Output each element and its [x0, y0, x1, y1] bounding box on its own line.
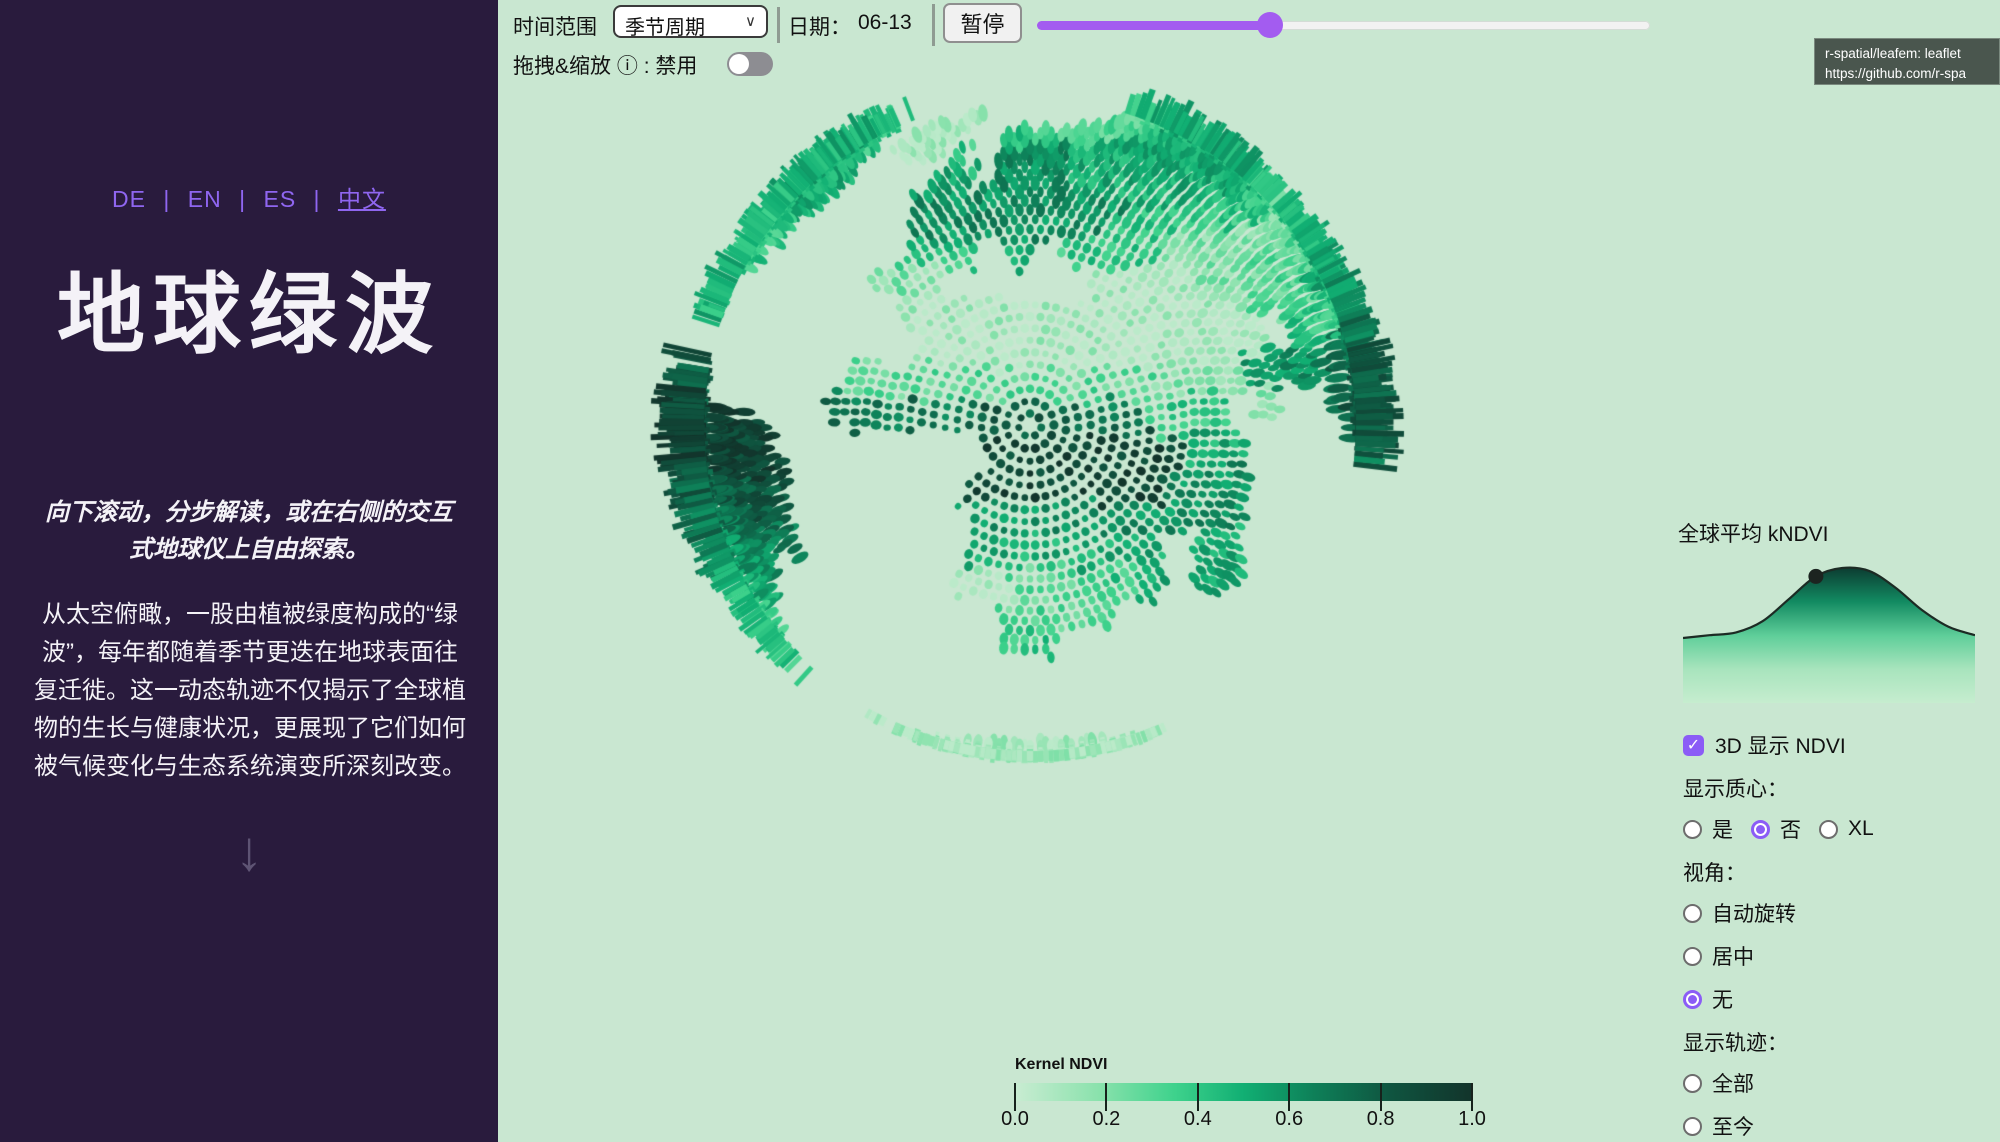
legend-tick-label: 0.4	[1183, 1108, 1212, 1130]
slider-fill	[1037, 21, 1270, 30]
top-control-bar: 时间范围 季节周期 ∨ 日期： 06-13 暂停 拖拽&缩放 ⓘ : 禁用	[498, 0, 2000, 82]
ndvi-legend: Kernel NDVI 0.0 0.2 0.4 0.6 0.8 1.0	[1001, 1056, 1486, 1134]
radio-centroid-1[interactable]	[1751, 819, 1770, 839]
kndvi-seasonal-chart	[1683, 566, 1975, 703]
3d-ndvi-checkbox[interactable]: ✓	[1683, 734, 1704, 756]
radio-option-centroid-0[interactable]: 是	[1683, 814, 1733, 844]
radio-view-0[interactable]	[1683, 903, 1702, 923]
legend-tick-label: 0.8	[1366, 1108, 1395, 1130]
legend-tick-label: 0.6	[1275, 1108, 1304, 1130]
group-label-centroid: 显示质心：	[1683, 778, 1788, 801]
3d-ndvi-checkbox-label: 3D 显示 NDVI	[1715, 735, 1846, 758]
3d-ndvi-checkbox-row: ✓ 3D 显示 NDVI	[1683, 730, 1983, 760]
current-date-marker	[1808, 568, 1824, 584]
tooltip-line1: r-spatial/leafem: leaflet	[1825, 46, 1961, 61]
tooltip-line2: https://github.com/r-spa	[1825, 66, 1967, 82]
legend-tick-label: 1.0	[1458, 1108, 1486, 1130]
chevron-down-icon: ∨	[745, 13, 756, 30]
pause-button[interactable]: 暂停	[943, 3, 1022, 43]
scroll-down-arrow-icon: ↓	[235, 819, 263, 882]
tagline: 向下滚动，分步解读，或在右侧的交互 式地球仪上自由探索。	[45, 499, 453, 563]
radio-view-1[interactable]	[1683, 946, 1702, 966]
language-link-中文[interactable]: 中文	[337, 186, 386, 212]
group-label-view: 视角：	[1683, 862, 1746, 885]
radio-centroid-0[interactable]	[1683, 819, 1702, 839]
legend-tick	[1379, 1083, 1382, 1111]
radio-label-view-0: 自动旋转	[1712, 903, 1796, 926]
legend-tick	[1105, 1083, 1108, 1111]
drag-zoom-toggle[interactable]	[727, 52, 773, 76]
radio-label-view-2: 无	[1712, 989, 1733, 1012]
language-separator: |	[231, 186, 254, 212]
slider-track[interactable]	[1037, 21, 1650, 30]
radio-track-1[interactable]	[1683, 1116, 1702, 1136]
radio-centroid-2[interactable]	[1819, 819, 1838, 839]
language-link-ES[interactable]: ES	[263, 186, 297, 212]
legend-tick-labels: 0.0 0.2 0.4 0.6 0.8 1.0	[1001, 1108, 1486, 1134]
attribution-tooltip: r-spatial/leafem: leaflet https://github…	[1814, 38, 2000, 85]
sidebar: DE | EN | ES | 中文 地球绿波 向下滚动，分步解读，或在右侧的交互…	[0, 0, 498, 1142]
radio-label-track-0: 全部	[1712, 1073, 1754, 1096]
time-range-selected-value: 季节周期	[625, 17, 705, 39]
radio-label-centroid-2: XL	[1848, 817, 1874, 840]
kndvi-curve	[1683, 566, 1975, 640]
radio-option-track-1[interactable]: 至今	[1683, 1111, 1965, 1141]
divider	[932, 4, 935, 46]
slider-thumb[interactable]	[1256, 12, 1283, 38]
date-slider[interactable]	[1037, 12, 1650, 38]
intro-paragraph: 从太空俯瞰，一股由植被绿度构成的“绿 波”，每年都随着季节更迭在地球表面往 复迁…	[34, 601, 466, 780]
radio-option-centroid-2[interactable]: XL	[1819, 817, 1874, 841]
time-range-label: 时间范围	[513, 16, 597, 39]
language-link-DE[interactable]: DE	[112, 186, 146, 212]
radio-group-centroid: 是 否 XL	[1683, 814, 1983, 844]
group-label-track: 显示轨迹：	[1683, 1032, 1788, 1055]
language-switcher: DE | EN | ES | 中文	[0, 180, 498, 214]
drag-zoom-state: 禁用	[655, 55, 698, 78]
legend-tick	[1014, 1083, 1016, 1111]
legend-tick	[1196, 1083, 1199, 1111]
date-label: 日期：	[788, 16, 851, 39]
radio-option-view-2[interactable]: 无	[1683, 984, 1965, 1014]
legend-colorbar	[1014, 1083, 1473, 1111]
legend-tick	[1471, 1083, 1473, 1111]
info-icon[interactable]: ⓘ	[616, 55, 638, 78]
radio-group-view: 自动旋转 居中无	[1683, 898, 1983, 1014]
kndvi-area-fill	[1683, 567, 1975, 703]
legend-tick-label: 0.0	[1001, 1108, 1029, 1130]
radio-track-0[interactable]	[1683, 1073, 1702, 1093]
radio-label-centroid-0: 是	[1712, 819, 1733, 842]
drag-zoom-label: 拖拽&缩放 ⓘ : 禁用	[513, 55, 698, 78]
time-range-select[interactable]: 季节周期 ∨	[613, 5, 768, 39]
language-separator: |	[306, 186, 328, 212]
legend-tick-label: 0.2	[1092, 1108, 1121, 1130]
language-separator: |	[156, 186, 178, 212]
radio-group-track: 全部至今无	[1683, 1068, 1983, 1142]
radio-label-view-1: 居中	[1712, 946, 1754, 969]
divider	[777, 7, 780, 43]
radio-option-centroid-1[interactable]: 否	[1751, 814, 1801, 844]
page-title: 地球绿波	[56, 265, 441, 364]
radio-view-2[interactable]	[1683, 989, 1702, 1009]
kndvi-chart-title: 全球平均 kNDVI	[1678, 523, 1829, 546]
toggle-knob	[729, 54, 749, 74]
radio-option-track-0[interactable]: 全部	[1683, 1068, 1965, 1098]
radio-label-centroid-1: 否	[1780, 819, 1801, 842]
language-link-EN[interactable]: EN	[187, 186, 222, 212]
radio-label-track-1: 至今	[1712, 1116, 1754, 1139]
legend-tick	[1288, 1083, 1291, 1111]
date-value: 06-13	[858, 11, 912, 34]
radio-option-view-1[interactable]: 居中	[1683, 941, 1965, 971]
radio-option-view-0[interactable]: 自动旋转	[1683, 898, 1965, 928]
legend-title: Kernel NDVI	[1015, 1056, 1108, 1073]
